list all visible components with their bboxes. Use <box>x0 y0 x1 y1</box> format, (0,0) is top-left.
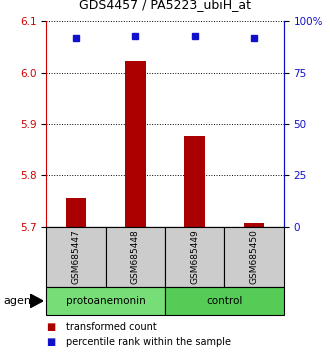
Text: transformed count: transformed count <box>66 322 157 332</box>
Text: agent: agent <box>3 296 36 306</box>
Bar <box>106 227 165 287</box>
Bar <box>165 227 224 287</box>
Bar <box>165 287 284 315</box>
Text: control: control <box>206 296 243 306</box>
Text: ■: ■ <box>46 337 55 347</box>
Text: GSM685450: GSM685450 <box>249 229 259 284</box>
Text: GSM685448: GSM685448 <box>131 229 140 284</box>
Bar <box>125 61 146 227</box>
Text: GSM685449: GSM685449 <box>190 229 199 284</box>
Polygon shape <box>30 294 43 308</box>
Bar <box>224 227 284 287</box>
Bar <box>184 136 205 227</box>
Text: GDS4457 / PA5223_ubiH_at: GDS4457 / PA5223_ubiH_at <box>79 0 251 11</box>
Text: ■: ■ <box>46 322 55 332</box>
Bar <box>46 287 165 315</box>
Bar <box>244 223 265 227</box>
Text: percentile rank within the sample: percentile rank within the sample <box>66 337 231 347</box>
Text: GSM685447: GSM685447 <box>71 229 81 284</box>
Bar <box>66 198 86 227</box>
Text: protoanemonin: protoanemonin <box>66 296 146 306</box>
Bar <box>46 227 106 287</box>
